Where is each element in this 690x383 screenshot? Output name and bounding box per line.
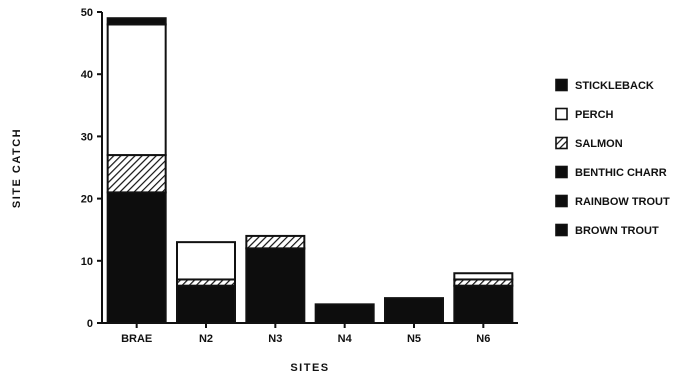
legend-swatch-benthic-charr bbox=[555, 165, 568, 179]
bar-brae-salmon bbox=[106, 154, 167, 194]
bar-n4-brown-trout bbox=[314, 303, 375, 324]
legend-label-stickleback: STICKLEBACK bbox=[575, 80, 654, 92]
legend-label-salmon: SALMON bbox=[575, 138, 623, 150]
legend-swatch-brown-trout bbox=[555, 223, 568, 237]
legend-label-rainbow-trout: RAINBOW TROUT bbox=[575, 196, 670, 208]
y-tick-label-40: 40 bbox=[81, 69, 93, 81]
bar-brae-stickleback bbox=[106, 17, 167, 26]
legend-swatch-perch bbox=[555, 107, 568, 121]
bar-brae-perch bbox=[106, 23, 167, 157]
x-tick-label-n3: N3 bbox=[268, 333, 282, 345]
x-tick-label-n6: N6 bbox=[476, 333, 490, 345]
x-tick-label-brae: BRAE bbox=[121, 333, 152, 345]
legend-swatch-salmon bbox=[555, 136, 568, 150]
legend-swatch-stickleback bbox=[555, 78, 568, 92]
y-tick-label-50: 50 bbox=[81, 7, 93, 19]
x-axis-title: SITES bbox=[290, 362, 329, 374]
legend-label-perch: PERCH bbox=[575, 109, 614, 121]
bar-brae-brown-trout bbox=[106, 191, 167, 324]
bar-n2-brown-trout bbox=[176, 284, 236, 324]
y-tick-label-0: 0 bbox=[87, 318, 93, 330]
y-axis-title: SITE CATCH bbox=[11, 128, 23, 208]
legend-label-benthic-charr: BENTHIC CHARR bbox=[575, 167, 667, 179]
x-tick-label-n4: N4 bbox=[338, 333, 353, 345]
legend-swatch-rainbow-trout bbox=[555, 194, 568, 208]
bar-n6-brown-trout bbox=[453, 284, 514, 324]
y-tick-label-20: 20 bbox=[81, 194, 93, 206]
x-tick-label-n2: N2 bbox=[199, 333, 213, 345]
y-tick-label-30: 30 bbox=[81, 131, 93, 143]
bar-n5-brown-trout bbox=[384, 297, 444, 324]
x-tick-label-n5: N5 bbox=[407, 333, 421, 345]
bar-n2-perch bbox=[176, 241, 236, 281]
y-tick-label-10: 10 bbox=[81, 256, 93, 268]
bar-n3-brown-trout bbox=[245, 247, 306, 324]
bar-n3-salmon bbox=[245, 234, 306, 250]
legend-label-brown-trout: BROWN TROUT bbox=[575, 225, 659, 237]
bar-n6-perch bbox=[453, 272, 514, 281]
